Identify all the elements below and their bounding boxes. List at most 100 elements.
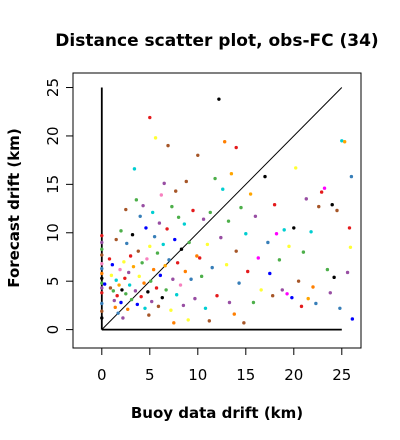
data-point — [232, 312, 236, 316]
data-point — [253, 214, 258, 219]
data-point — [222, 140, 227, 144]
data-point — [244, 232, 248, 236]
data-point — [179, 247, 184, 251]
data-point — [184, 179, 188, 184]
data-point — [189, 277, 193, 281]
data-point — [175, 261, 180, 265]
data-point — [174, 293, 179, 297]
x-axis-label: Buoy data drift (km) — [131, 404, 303, 422]
data-point — [148, 115, 152, 120]
data-point — [191, 208, 195, 213]
data-point — [138, 214, 142, 219]
data-point — [111, 289, 116, 293]
data-point — [114, 278, 118, 282]
data-point — [234, 249, 238, 253]
data-point — [141, 203, 145, 208]
data-point — [143, 306, 147, 310]
data-point — [140, 261, 144, 265]
y-tick-label: 0 — [44, 325, 62, 335]
data-point — [114, 237, 118, 242]
data-point — [156, 304, 161, 309]
data-point — [162, 181, 166, 186]
data-point — [149, 279, 153, 283]
data-point — [181, 303, 186, 308]
data-point — [158, 273, 163, 278]
data-point — [110, 263, 115, 267]
y-tick-label: 25 — [44, 78, 62, 97]
data-point — [113, 305, 117, 310]
data-point — [165, 227, 169, 231]
data-point — [280, 288, 284, 292]
data-point — [108, 286, 113, 290]
data-point — [239, 205, 243, 210]
data-point — [129, 297, 134, 302]
data-point — [116, 311, 120, 315]
data-point — [348, 245, 353, 249]
data-point — [266, 240, 270, 245]
data-point — [186, 318, 190, 322]
data-point — [251, 300, 256, 305]
data-point — [153, 136, 158, 140]
data-point — [195, 254, 199, 258]
data-point — [161, 242, 165, 247]
data-point — [167, 258, 171, 262]
data-point — [217, 97, 221, 101]
x-tick-label: 25 — [332, 366, 351, 384]
data-point — [335, 208, 339, 213]
data-point — [182, 222, 187, 226]
data-point — [100, 266, 104, 271]
data-point — [160, 295, 164, 300]
data-point — [121, 316, 125, 320]
data-point — [171, 277, 175, 281]
data-point — [237, 281, 241, 285]
data-point — [122, 260, 126, 264]
data-point — [229, 172, 234, 176]
data-point — [287, 244, 291, 249]
data-point — [274, 232, 279, 236]
y-tick-label: 20 — [44, 126, 62, 145]
data-point — [215, 294, 219, 298]
data-point — [100, 240, 104, 245]
data-point — [270, 294, 275, 298]
data-point — [118, 267, 122, 272]
data-points — [100, 97, 355, 325]
data-point — [199, 274, 204, 279]
data-point — [139, 294, 143, 299]
data-point — [126, 270, 131, 275]
data-point — [234, 145, 238, 150]
data-point — [263, 174, 267, 179]
data-point — [224, 263, 229, 267]
data-point — [136, 249, 140, 253]
x-axis-ticks: 0 5 10 15 20 25 — [97, 348, 351, 384]
data-point — [100, 253, 104, 257]
data-point — [100, 271, 104, 276]
data-point — [107, 257, 112, 261]
data-point — [100, 291, 104, 295]
reference-line-identity — [101, 87, 343, 330]
data-point — [227, 300, 232, 305]
data-point — [127, 283, 132, 287]
data-point — [117, 283, 121, 287]
data-point — [345, 270, 350, 275]
data-point — [142, 281, 146, 285]
data-point — [198, 256, 202, 260]
data-point — [131, 264, 136, 269]
data-point — [150, 210, 155, 215]
data-point — [100, 309, 104, 313]
x-tick-label: 5 — [145, 366, 155, 384]
data-point — [196, 153, 200, 158]
data-point — [119, 229, 123, 233]
data-point — [207, 319, 212, 323]
data-point — [164, 288, 168, 292]
chart-title: Distance scatter plot, obs-FC (34) — [55, 31, 378, 51]
data-point — [130, 233, 135, 237]
data-point — [100, 301, 104, 306]
data-point — [311, 285, 315, 289]
x-tick-label: 20 — [284, 366, 303, 384]
data-point — [174, 189, 178, 193]
data-point — [213, 176, 217, 181]
data-point — [282, 228, 286, 232]
x-tick-label: 10 — [188, 366, 207, 384]
reference-lines — [100, 87, 343, 331]
